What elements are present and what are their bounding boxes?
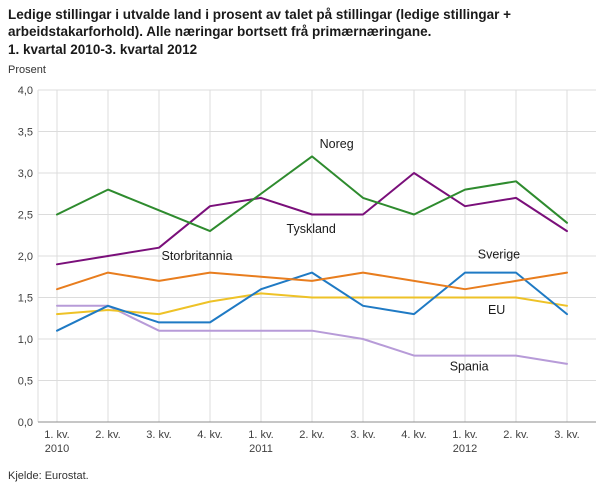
y-tick-label: 0,0 (18, 417, 33, 429)
x-tick-label: 2. kv. (95, 429, 120, 441)
y-tick-label: 1,5 (18, 293, 33, 305)
y-tick-label: 1,0 (18, 334, 33, 346)
series-line-sverige (56, 271, 568, 332)
series-label-tyskland: Tyskland (287, 222, 336, 236)
series-line-spania (56, 304, 568, 365)
x-tick-label: 2. kv. (299, 429, 324, 441)
x-tick-label: 1. kv. (44, 429, 69, 441)
x-tick-label: 1. kv. (248, 429, 273, 441)
source-note: Kjelde: Eurostat. (8, 470, 89, 482)
x-tick-label: 4. kv. (197, 429, 222, 441)
x-tick-label: 2. kv. (503, 429, 528, 441)
y-tick-label: 3,0 (18, 168, 33, 180)
x-tick-label: 1. kv. (452, 429, 477, 441)
series-label-eu: EU (488, 303, 505, 317)
chart-title: Ledige stillingar i utvalde land i prose… (8, 7, 511, 57)
x-tick-label: 3. kv. (146, 429, 171, 441)
y-axis-unit-label: Prosent (8, 64, 46, 76)
y-tick-label: 4,0 (18, 85, 33, 97)
y-tick-label: 3,5 (18, 127, 33, 139)
x-tick-label: 3. kv. (554, 429, 579, 441)
line-chart: 0,0 0,5 1,0 1,5 2,0 2,5 3,0 3,5 4,0 1. kv. 2010 2. … (18, 85, 596, 455)
y-tick-label: 2,5 (18, 210, 33, 222)
series-label-noreg: Noreg (320, 137, 354, 151)
series-label-storbritannia: Storbritannia (162, 249, 233, 263)
x-tick-year-label: 2012 (453, 443, 477, 455)
x-tick-year-label: 2010 (45, 443, 69, 455)
series-line-storbritannia (56, 271, 568, 291)
x-tick-year-label: 2011 (249, 443, 273, 455)
series-line-eu (56, 292, 568, 316)
x-tick-label: 3. kv. (350, 429, 375, 441)
x-tick-label: 4. kv. (401, 429, 426, 441)
series-label-sverige: Sverige (478, 247, 520, 261)
y-tick-label: 0,5 (18, 376, 33, 388)
series-label-spania: Spania (450, 360, 489, 374)
series-line-noreg (56, 155, 568, 233)
y-tick-label: 2,0 (18, 251, 33, 263)
series-line-tyskland (56, 172, 568, 266)
